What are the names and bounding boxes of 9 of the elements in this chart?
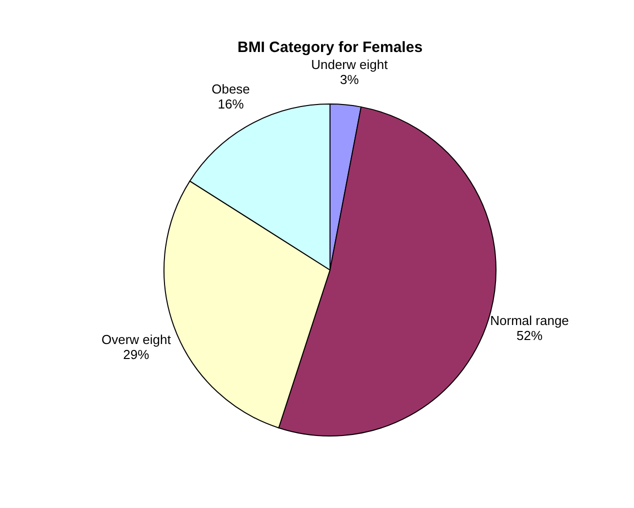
slice-label: Obese [212,81,250,96]
slice-label: Overw eight [101,332,172,347]
data-label: 29% [123,346,150,362]
chart-title: BMI Category for Females [237,38,423,56]
slice-label: Underw eight [311,56,388,72]
data-label: 16% [218,96,244,112]
data-label: 52% [516,328,543,344]
data-label: 3% [340,72,360,87]
slice-label: Normal range [490,313,569,328]
